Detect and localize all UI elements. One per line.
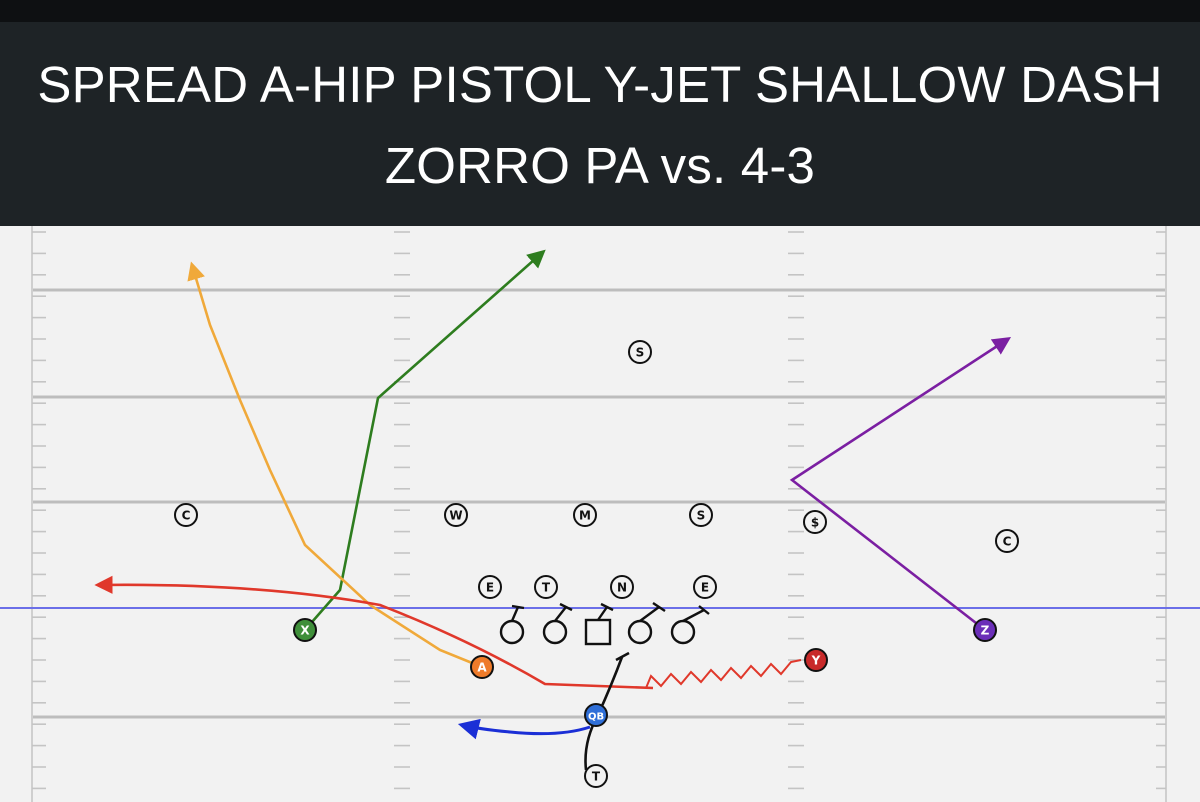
defender-nt-label: N bbox=[617, 581, 627, 595]
defender-ss-marker bbox=[803, 510, 827, 534]
offense-z: Z bbox=[973, 618, 997, 642]
play-title-line-1: SPREAD A-HIP PISTOL Y-JET SHALLOW DASH bbox=[37, 56, 1163, 113]
x-route-post bbox=[304, 249, 546, 631]
defender-cb-right: C bbox=[995, 529, 1019, 553]
defender-de-left-marker bbox=[478, 575, 502, 599]
defender-ss-label: $ bbox=[811, 516, 819, 530]
y-route-jet-shallow bbox=[94, 575, 654, 690]
offense-z-marker bbox=[973, 618, 997, 642]
defender-slb-marker bbox=[689, 503, 713, 527]
defender-cb-left-marker bbox=[174, 503, 198, 527]
offense-qb-marker bbox=[584, 703, 608, 727]
defender-wlb-marker bbox=[444, 503, 468, 527]
a-route-wheel bbox=[187, 261, 483, 669]
offense-y-marker bbox=[804, 648, 828, 672]
defender-cb-left-label: C bbox=[182, 509, 191, 523]
offense-z-label: Z bbox=[981, 624, 990, 638]
offense-y-label: Y bbox=[811, 654, 821, 668]
rb-block-tee bbox=[615, 651, 630, 662]
offense-rb: T bbox=[584, 764, 608, 788]
defender-cb-left: C bbox=[174, 503, 198, 527]
top-bar bbox=[0, 0, 1200, 22]
offense-x: X bbox=[293, 618, 317, 642]
play-diagram-field: S C W M S $ C E T N E X A Y Z QB T bbox=[0, 226, 1200, 802]
defender-nt-marker bbox=[610, 575, 634, 599]
defender-cb-right-marker bbox=[995, 529, 1019, 553]
defender-de-left-label: E bbox=[486, 581, 494, 595]
defender-mlb-label: M bbox=[579, 509, 591, 523]
hash-marks bbox=[32, 231, 1166, 790]
defender-de-right: E bbox=[693, 575, 717, 599]
lg-block bbox=[554, 602, 573, 622]
protection-tees bbox=[510, 602, 710, 623]
offense-y: Y bbox=[804, 648, 828, 672]
offense-a-label: A bbox=[477, 661, 487, 675]
defender-slb-label: S bbox=[697, 509, 706, 523]
defender-dt-label: T bbox=[542, 581, 551, 595]
defender-wlb: W bbox=[444, 503, 468, 527]
defender-slb: S bbox=[689, 503, 713, 527]
play-title-line-2: ZORRO PA vs. 4-3 bbox=[384, 137, 816, 194]
z-route-snag bbox=[789, 337, 1012, 632]
offense-qb-label: QB bbox=[588, 712, 604, 723]
qb-bootleg-path bbox=[457, 718, 591, 740]
defender-dt-marker bbox=[534, 575, 558, 599]
y-jet-motion bbox=[645, 659, 802, 689]
c-block bbox=[597, 602, 614, 621]
offense-x-marker bbox=[293, 618, 317, 642]
offense-x-label: X bbox=[300, 624, 310, 638]
defender-de-left: E bbox=[478, 575, 502, 599]
defender-ss: $ bbox=[803, 510, 827, 534]
defender-fs-marker bbox=[628, 340, 652, 364]
sidelines bbox=[31, 226, 1167, 802]
offense-rb-marker bbox=[584, 764, 608, 788]
defender-nt: N bbox=[610, 575, 634, 599]
rg-block bbox=[639, 602, 666, 622]
defender-mlb-marker bbox=[573, 503, 597, 527]
offense-a-marker bbox=[470, 655, 494, 679]
defender-fs: S bbox=[628, 340, 652, 364]
players: S C W M S $ C E T N E X A Y Z QB T bbox=[174, 340, 1019, 788]
rt-block bbox=[682, 605, 710, 623]
offense-qb: QB bbox=[584, 703, 608, 727]
title-banner: SPREAD A-HIP PISTOL Y-JET SHALLOW DASH Z… bbox=[0, 22, 1200, 226]
defender-cb-right-label: C bbox=[1003, 535, 1012, 549]
offense-rb-label: T bbox=[592, 770, 601, 784]
lt-block bbox=[510, 604, 525, 622]
defender-de-right-marker bbox=[693, 575, 717, 599]
defender-wlb-label: W bbox=[449, 509, 462, 523]
defender-de-right-label: E bbox=[701, 581, 709, 595]
defender-mlb: M bbox=[573, 503, 597, 527]
defender-fs-label: S bbox=[636, 346, 645, 360]
offense-a: A bbox=[470, 655, 494, 679]
defender-dt: T bbox=[534, 575, 558, 599]
